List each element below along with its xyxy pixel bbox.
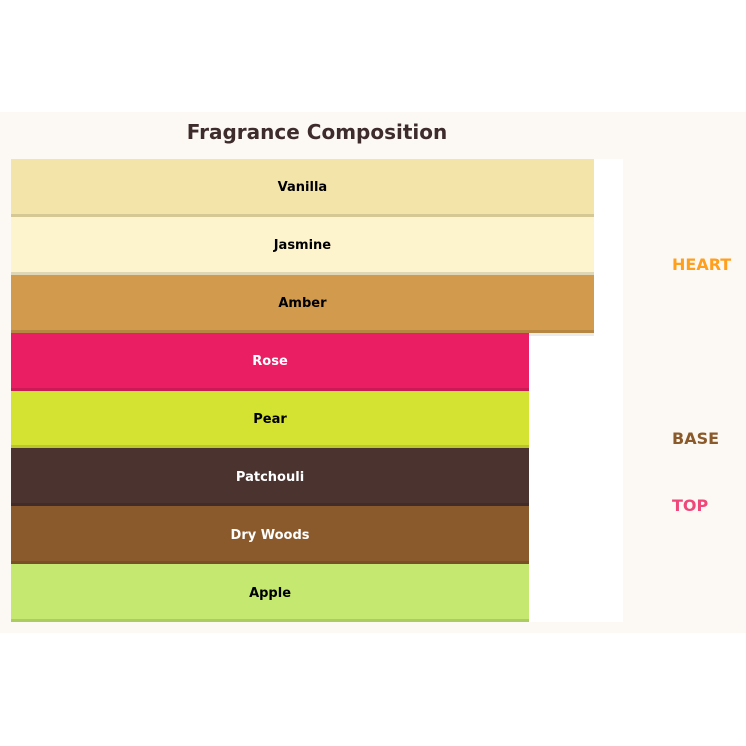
bar-label: Dry Woods xyxy=(230,527,310,543)
bar-label: Rose xyxy=(252,354,288,370)
bar-label: Apple xyxy=(249,585,292,601)
bar-amber: Amber xyxy=(11,274,594,336)
bar-label: Jasmine xyxy=(273,238,332,254)
plot-area: Vanilla Jasmine Amber Rose Pear Patchouli Dry … xyxy=(11,159,623,622)
bar-apple: Apple xyxy=(11,564,530,622)
bar-jasmine: Jasmine xyxy=(11,216,594,275)
side-label-heart: HEART xyxy=(672,255,732,274)
bar-label: Patchouli xyxy=(235,469,305,485)
bar-label: Vanilla xyxy=(277,180,328,196)
bar-patchouli: Patchouli xyxy=(11,448,530,507)
side-label-top: TOP xyxy=(672,496,709,515)
bar-pear: Pear xyxy=(11,390,530,449)
bar-rose: Rose xyxy=(11,332,530,391)
bar-label: Amber xyxy=(278,296,327,312)
bar-label: Pear xyxy=(253,411,287,427)
bar-vanilla: Vanilla xyxy=(11,159,594,217)
chart-title: Fragrance Composition xyxy=(186,120,448,144)
side-label-base: BASE xyxy=(672,429,720,448)
bar-dry-woods: Dry Woods xyxy=(11,506,530,565)
